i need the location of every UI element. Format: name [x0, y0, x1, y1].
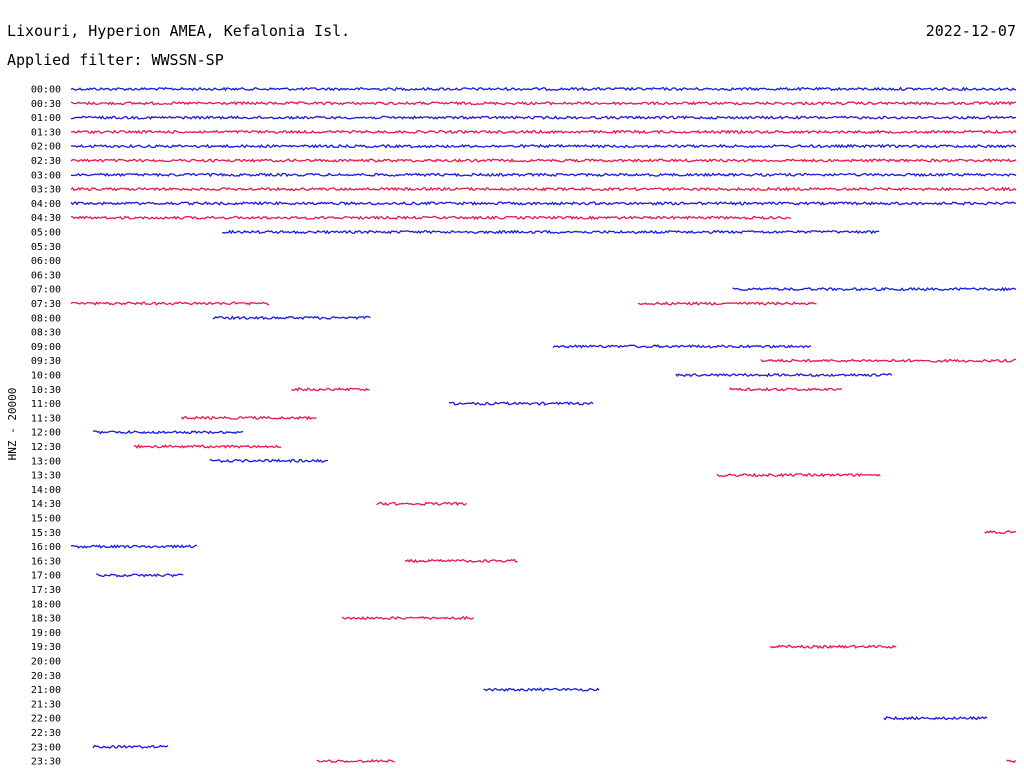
row-time-label: 08:00: [31, 313, 61, 324]
row-time-label: 11:00: [31, 399, 61, 410]
trace-segment: [70, 115, 1017, 121]
row-time-label: 04:30: [31, 213, 61, 224]
trace-segment: [483, 687, 600, 692]
trace-segment: [984, 530, 1017, 535]
row-time-label: 03:00: [31, 170, 61, 181]
row-time-label: 14:30: [31, 499, 61, 510]
row-time-label: 09:00: [31, 342, 61, 353]
trace-segment: [70, 200, 1017, 206]
trace-segment: [70, 158, 1017, 163]
row-time-label: 15:30: [31, 528, 61, 539]
trace-segment: [760, 358, 1016, 363]
row-time-label: 08:30: [31, 328, 61, 339]
row-time-label: 22:00: [31, 714, 61, 725]
row-time-label: 06:00: [31, 256, 61, 267]
trace-segment: [70, 100, 1017, 106]
trace-segment: [92, 744, 169, 749]
trace-segment: [209, 458, 329, 464]
row-time-label: 05:30: [31, 242, 61, 253]
row-time-label: 12:00: [31, 428, 61, 439]
row-time-label: 17:30: [31, 585, 61, 596]
row-time-label: 21:30: [31, 699, 61, 710]
row-time-label: 02:30: [31, 156, 61, 167]
row-time-label: 00:00: [31, 85, 61, 96]
trace-segment: [341, 615, 475, 621]
row-time-label: 22:30: [31, 728, 61, 739]
row-time-label: 09:30: [31, 356, 61, 367]
trace-segment: [291, 387, 370, 392]
trace-segment: [448, 401, 594, 406]
trace-segment: [1006, 759, 1017, 764]
channel-axis-label: HNZ - 20000: [6, 388, 19, 461]
row-time-label: 12:30: [31, 442, 61, 453]
row-time-label: 19:30: [31, 642, 61, 653]
trace-segment: [552, 344, 812, 349]
row-time-label: 01:00: [31, 113, 61, 124]
row-time-label: 21:00: [31, 685, 61, 696]
row-labels: 00:00 00:30 01:00 01:30 02:00 02:30 03:00 03:30…: [31, 85, 61, 768]
filter-label: Applied filter: WWSSN-SP: [7, 51, 224, 69]
row-time-label: 20:30: [31, 671, 61, 682]
trace-segment: [70, 172, 1017, 178]
row-time-label: 18:00: [31, 599, 61, 610]
trace-segment: [675, 372, 893, 378]
trace-segment: [728, 386, 843, 392]
trace-segment: [70, 301, 270, 306]
trace-segment: [70, 215, 792, 221]
row-time-label: 01:30: [31, 127, 61, 138]
trace-segment: [96, 573, 184, 578]
row-time-label: 04:00: [31, 199, 61, 210]
row-time-label: 15:00: [31, 514, 61, 525]
plot-date: 2022-12-07: [925, 22, 1016, 40]
trace-segment: [70, 143, 1017, 149]
row-time-label: 06:30: [31, 270, 61, 281]
trace-segment: [180, 415, 317, 421]
row-time-label: 07:30: [31, 299, 61, 310]
trace-segment: [716, 472, 881, 478]
trace-lines: [70, 86, 1017, 764]
trace-segment: [70, 544, 198, 549]
row-time-label: 17:00: [31, 571, 61, 582]
trace-segment: [732, 286, 1017, 292]
row-time-label: 10:30: [31, 385, 61, 396]
trace-segment: [70, 186, 1017, 192]
row-time-label: 03:30: [31, 185, 61, 196]
row-time-label: 23:30: [31, 757, 61, 768]
row-time-label: 18:30: [31, 614, 61, 625]
trace-segment: [70, 129, 1017, 135]
row-time-label: 13:30: [31, 471, 61, 482]
row-time-label: 00:30: [31, 99, 61, 110]
row-time-label: 13:00: [31, 456, 61, 467]
row-time-label: 02:00: [31, 142, 61, 153]
row-time-label: 20:00: [31, 657, 61, 668]
trace-segment: [133, 444, 282, 449]
trace-segment: [769, 644, 897, 649]
row-time-label: 23:00: [31, 742, 61, 753]
row-time-label: 19:00: [31, 628, 61, 639]
row-time-label: 10:00: [31, 371, 61, 382]
row-time-label: 16:30: [31, 556, 61, 567]
row-time-label: 05:00: [31, 228, 61, 239]
trace-segment: [376, 501, 467, 507]
row-time-label: 16:00: [31, 542, 61, 553]
trace-segment: [883, 715, 988, 721]
trace-segment: [316, 758, 395, 764]
station-title: Lixouri, Hyperion AMEA, Kefalonia Isl.: [7, 22, 351, 40]
trace-segment: [404, 558, 518, 564]
row-time-label: 14:00: [31, 485, 61, 496]
trace-segment: [212, 315, 371, 321]
trace-segment: [70, 86, 1017, 92]
trace-segment: [637, 301, 817, 306]
row-time-label: 07:00: [31, 285, 61, 296]
trace-segment: [221, 229, 880, 235]
row-time-label: 11:30: [31, 413, 61, 424]
trace-segment: [92, 429, 244, 435]
